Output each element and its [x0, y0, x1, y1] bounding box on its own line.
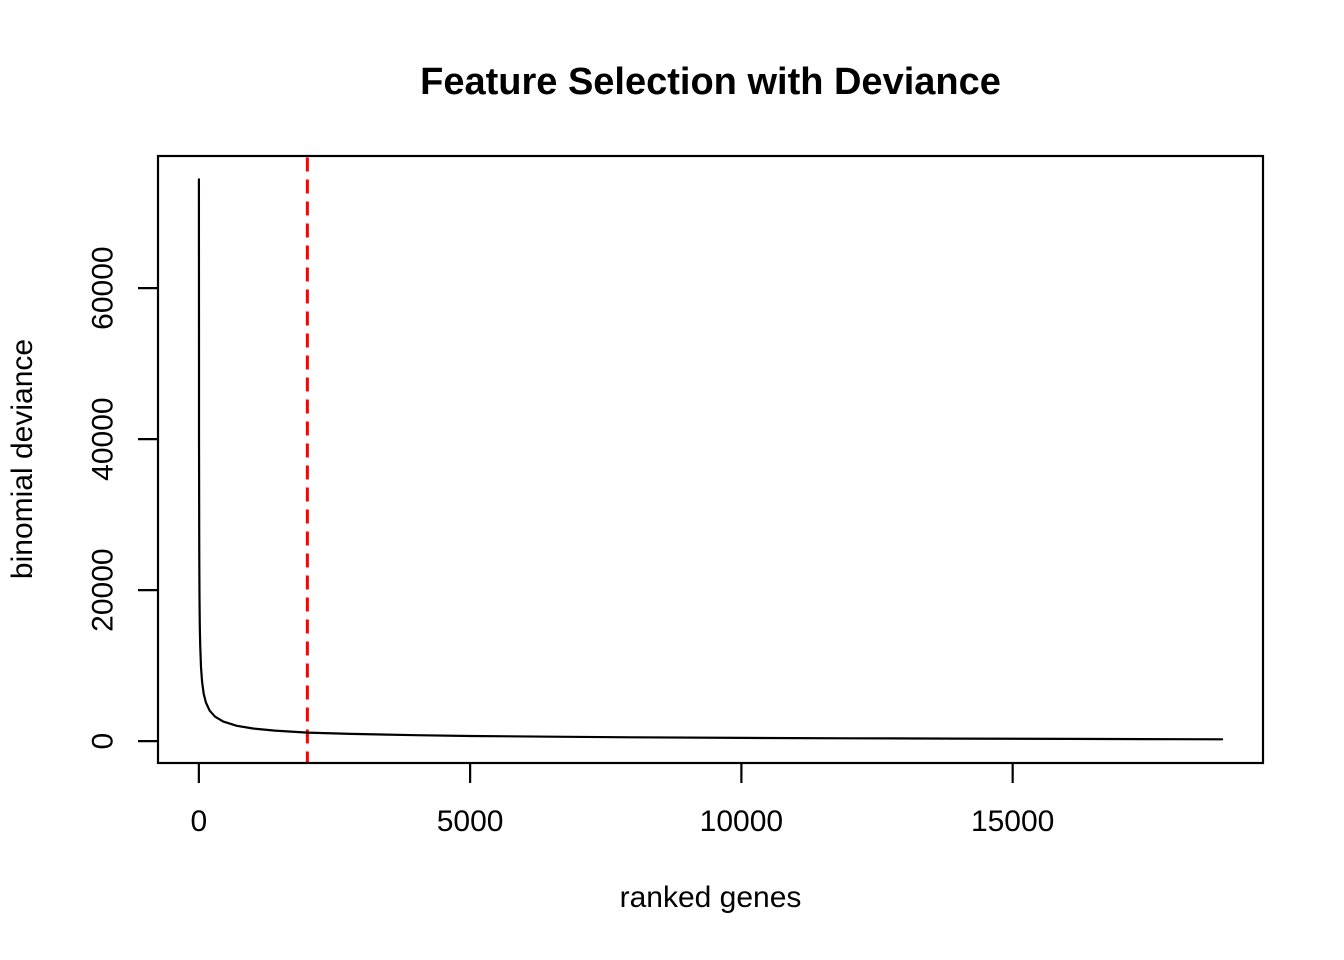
plot-box: [156, 154, 1265, 765]
y-tick-label: 0: [87, 733, 120, 750]
x-axis-label: ranked genes: [619, 881, 802, 914]
deviance-curve: [197, 178, 1224, 741]
x-tick-label: 5000: [437, 805, 504, 838]
plot-title: Feature Selection with Deviance: [420, 61, 1001, 103]
x-tick-label: 10000: [700, 805, 783, 838]
x-tick-label: 15000: [971, 805, 1054, 838]
x-tick-label: 0: [191, 805, 208, 838]
y-tick-label: 40000: [87, 397, 120, 480]
y-tick-label: 60000: [87, 246, 120, 329]
y-tick-label: 20000: [87, 548, 120, 631]
